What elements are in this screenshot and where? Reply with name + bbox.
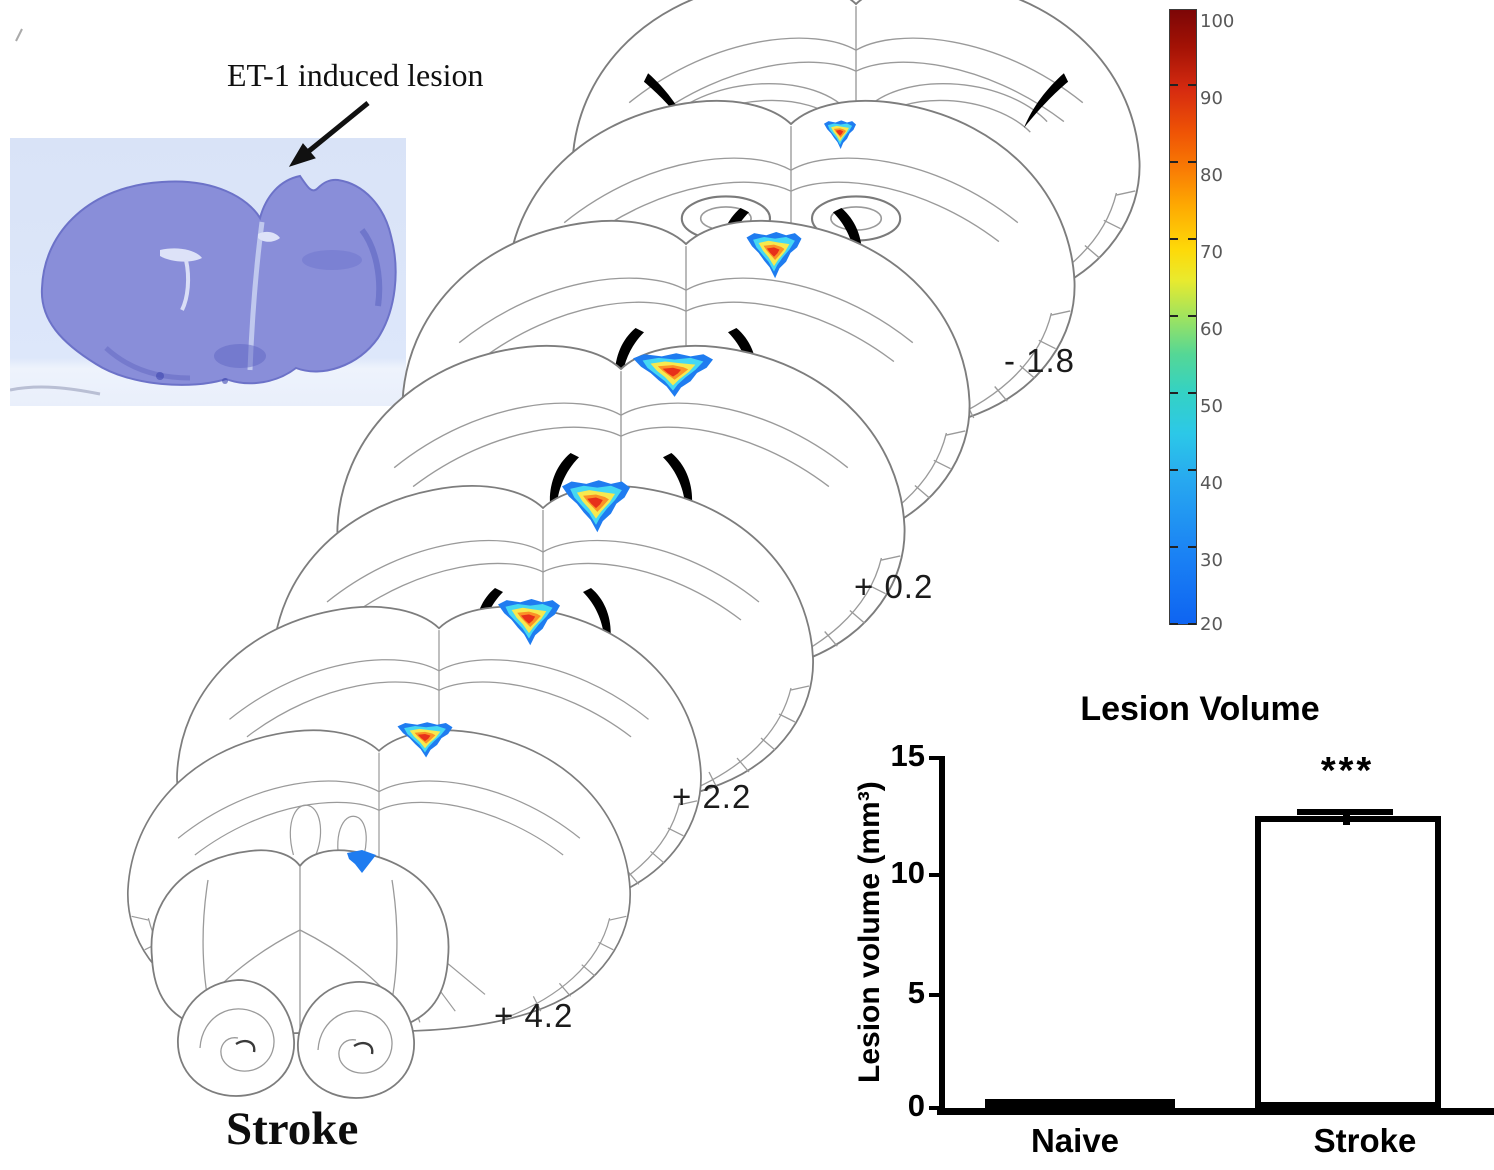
section-label-plus-0-2: + 0.2: [854, 568, 934, 605]
significance-stars: ***: [1320, 750, 1375, 792]
y-tick-label: 15: [890, 738, 925, 773]
y-tick-label: 5: [907, 975, 925, 1010]
ventricle-highlight-right: [258, 231, 280, 242]
colorbar-tick-label: 40: [1200, 473, 1223, 494]
y-axis-title: Lesion volume (mm³): [853, 781, 886, 1083]
dark-stain-right: [302, 250, 362, 270]
y-axis: [939, 756, 945, 1112]
lesion-volume-chart: Lesion Volume Lesion volume (mm³) 15 10 …: [853, 690, 1494, 1159]
brain-slice-silhouette: [40, 174, 397, 386]
histology-slice: [9, 174, 397, 396]
stain-dot: [222, 378, 228, 384]
section-label-plus-2-2: + 2.2: [672, 778, 752, 815]
x-axis: [937, 1108, 1494, 1115]
corner-mark: [15, 28, 23, 42]
dark-stain-bottom: [214, 344, 266, 368]
colorbar: 100 90 80 70 60 50 40 30 20: [1169, 9, 1264, 635]
category-label-stroke: Stroke: [1313, 1122, 1417, 1159]
error-bar-cap: [1297, 809, 1393, 816]
lesion-heatmap-7: [347, 850, 376, 873]
colorbar-tick-label: 100: [1200, 11, 1235, 32]
stain-dot: [156, 372, 164, 380]
colorbar-tick-label: 30: [1200, 550, 1223, 571]
y-tick-label: 0: [907, 1088, 925, 1123]
colorbar-ticks-right: [1188, 9, 1196, 625]
y-tick: [929, 1106, 939, 1110]
colorbar-tick-label: 50: [1200, 396, 1223, 417]
colorbar-tick-label: 70: [1200, 242, 1223, 263]
colorbar-ticks-left: [1170, 9, 1178, 625]
ventricle-tail: [180, 259, 191, 311]
histology-photo: [9, 138, 406, 406]
bar-naive: [985, 1099, 1175, 1108]
bar-stroke: [1255, 816, 1441, 1108]
colorbar-tick-label: 60: [1200, 319, 1223, 340]
y-tick: [929, 756, 939, 760]
lesion-annotation-label: ET-1 induced lesion: [227, 57, 484, 93]
error-bar-stem: [1343, 813, 1350, 826]
section-label-minus-1-8: - 1.8: [1004, 342, 1076, 379]
brain-section-8: [150, 849, 450, 1099]
slide-edge-streak: [9, 385, 101, 396]
section-label-plus-4-2: + 4.2: [494, 997, 574, 1034]
edge-stain: [359, 228, 383, 307]
lesion-arrow-icon: [288, 101, 370, 167]
colorbar-tick-label: 20: [1200, 614, 1223, 635]
y-tick: [929, 873, 939, 877]
y-tick-label: 10: [890, 855, 925, 890]
group-label-stroke: Stroke: [226, 1103, 359, 1155]
y-tick: [929, 993, 939, 997]
colorbar-tick-label: 80: [1200, 165, 1223, 186]
chart-title: Lesion Volume: [1080, 690, 1320, 728]
category-label-naive: Naive: [1030, 1122, 1120, 1159]
ventricle-highlight-left: [160, 248, 202, 262]
colorbar-tick-label: 90: [1200, 88, 1223, 109]
bottom-stain: [104, 346, 191, 381]
